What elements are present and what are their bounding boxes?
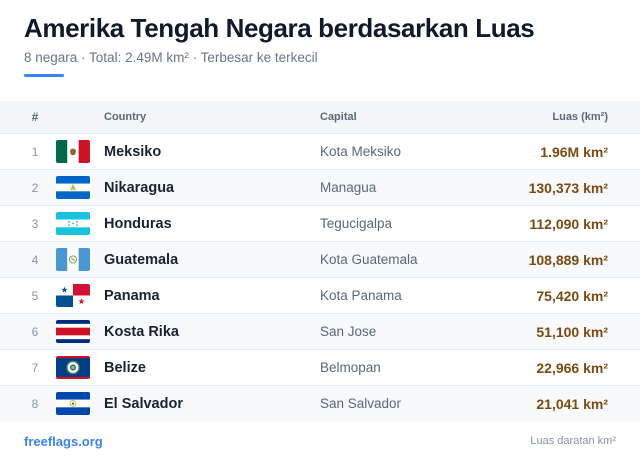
page-footer: freeflags.org Luas daratan km² bbox=[24, 432, 616, 450]
row-rank: 7 bbox=[31, 360, 39, 375]
row-country: Panama bbox=[104, 287, 160, 304]
mexico-flag-icon bbox=[56, 140, 90, 163]
row-rank: 4 bbox=[31, 252, 39, 267]
costa-rica-flag-icon bbox=[56, 320, 90, 343]
row-area: 22,966 km² bbox=[536, 359, 608, 376]
footer-note: Luas daratan km² bbox=[530, 435, 616, 447]
column-header-area[interactable]: Luas (km²) bbox=[552, 111, 608, 123]
table-row[interactable]: 3 Honduras Tegucigalpa 112,090 km² bbox=[0, 205, 640, 241]
belize-flag-icon bbox=[56, 356, 90, 379]
table-header: # Country Capital Luas (km²) bbox=[0, 101, 640, 133]
row-area: 75,420 km² bbox=[536, 287, 608, 304]
row-capital: Managua bbox=[320, 180, 377, 195]
row-capital: San Jose bbox=[320, 324, 377, 339]
row-rank: 2 bbox=[31, 180, 39, 195]
guatemala-flag-icon bbox=[56, 248, 90, 271]
table-row[interactable]: 8 El Salvador San Salvador 21,041 km² bbox=[0, 385, 640, 421]
row-area: 1.96M km² bbox=[540, 143, 608, 160]
title-accent-bar bbox=[24, 74, 64, 77]
row-rank: 1 bbox=[31, 144, 39, 159]
table-row[interactable]: 2 Nikaragua Managua 130,373 km² bbox=[0, 169, 640, 205]
nicaragua-flag-icon bbox=[56, 176, 90, 199]
row-rank: 5 bbox=[31, 288, 39, 303]
row-capital: Kota Meksiko bbox=[320, 144, 402, 159]
column-header-country[interactable]: Country bbox=[104, 111, 147, 123]
column-header-capital[interactable]: Capital bbox=[320, 111, 357, 123]
countries-table: # Country Capital Luas (km²) 1 Meksiko K… bbox=[0, 101, 640, 421]
row-capital: San Salvador bbox=[320, 396, 402, 411]
row-capital: Kota Guatemala bbox=[320, 252, 418, 267]
row-rank: 6 bbox=[31, 324, 39, 339]
row-area: 130,373 km² bbox=[528, 179, 608, 196]
table-row[interactable]: 5 Panama Kota Panama 75,420 km² bbox=[0, 277, 640, 313]
row-area: 112,090 km² bbox=[529, 215, 608, 232]
row-country: Meksiko bbox=[104, 143, 162, 160]
row-area: 108,889 km² bbox=[528, 251, 608, 268]
page-subtitle: 8 negara · Total: 2.49M km² · Terbesar k… bbox=[24, 50, 318, 65]
row-country: El Salvador bbox=[104, 395, 183, 412]
honduras-flag-icon bbox=[56, 212, 90, 235]
row-country: Belize bbox=[104, 359, 146, 376]
page-title: Amerika Tengah Negara berdasarkan Luas bbox=[24, 13, 535, 43]
row-area: 51,100 km² bbox=[536, 323, 608, 340]
row-rank: 3 bbox=[31, 216, 39, 231]
row-rank: 8 bbox=[31, 396, 39, 411]
table-row[interactable]: 6 Kosta Rika San Jose 51,100 km² bbox=[0, 313, 640, 349]
row-capital: Kota Panama bbox=[320, 288, 402, 303]
row-area: 21,041 km² bbox=[536, 395, 608, 412]
row-country: Honduras bbox=[104, 215, 172, 232]
panama-flag-icon bbox=[56, 284, 90, 307]
table-row[interactable]: 1 Meksiko Kota Meksiko 1.96M km² bbox=[0, 133, 640, 169]
column-header-number: # bbox=[31, 110, 39, 124]
row-country: Nikaragua bbox=[104, 179, 175, 196]
site-link[interactable]: freeflags.org bbox=[24, 433, 103, 449]
row-country: Guatemala bbox=[104, 251, 179, 268]
row-capital: Belmopan bbox=[320, 360, 381, 375]
row-capital: Tegucigalpa bbox=[320, 216, 393, 231]
page-header: Amerika Tengah Negara berdasarkan Luas 8… bbox=[24, 12, 624, 77]
table-row[interactable]: 7 Belize Belmopan 22,966 km² bbox=[0, 349, 640, 385]
row-country: Kosta Rika bbox=[104, 323, 179, 340]
el-salvador-flag-icon bbox=[56, 392, 90, 415]
table-row[interactable]: 4 Guatemala Kota Guatemala 108,889 km² bbox=[0, 241, 640, 277]
